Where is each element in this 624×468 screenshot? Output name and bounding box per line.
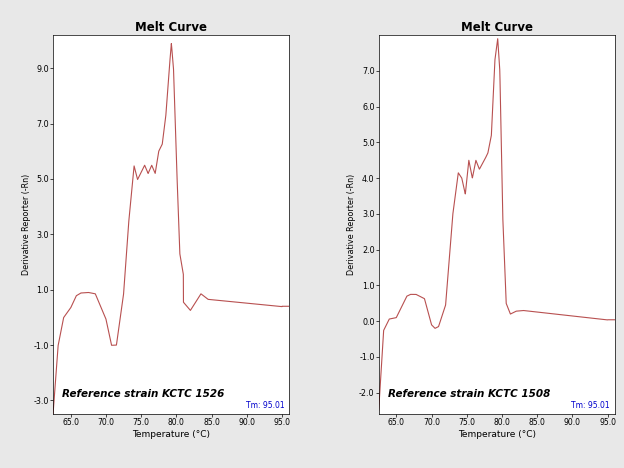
Text: Reference strain KCTC 1508: Reference strain KCTC 1508 xyxy=(388,389,550,399)
Title: Melt Curve: Melt Curve xyxy=(461,21,533,34)
Title: Melt Curve: Melt Curve xyxy=(135,21,207,34)
Text: Tm: 95.01: Tm: 95.01 xyxy=(246,402,285,410)
Y-axis label: Derivative Reporter (-Rn): Derivative Reporter (-Rn) xyxy=(22,174,31,275)
Y-axis label: Derivative Reporter (-Rn): Derivative Reporter (-Rn) xyxy=(347,174,356,275)
Text: Reference strain KCTC 1526: Reference strain KCTC 1526 xyxy=(62,389,225,399)
X-axis label: Temperature (°C): Temperature (°C) xyxy=(132,430,210,439)
Text: Tm: 95.01: Tm: 95.01 xyxy=(572,402,610,410)
X-axis label: Temperature (°C): Temperature (°C) xyxy=(457,430,535,439)
